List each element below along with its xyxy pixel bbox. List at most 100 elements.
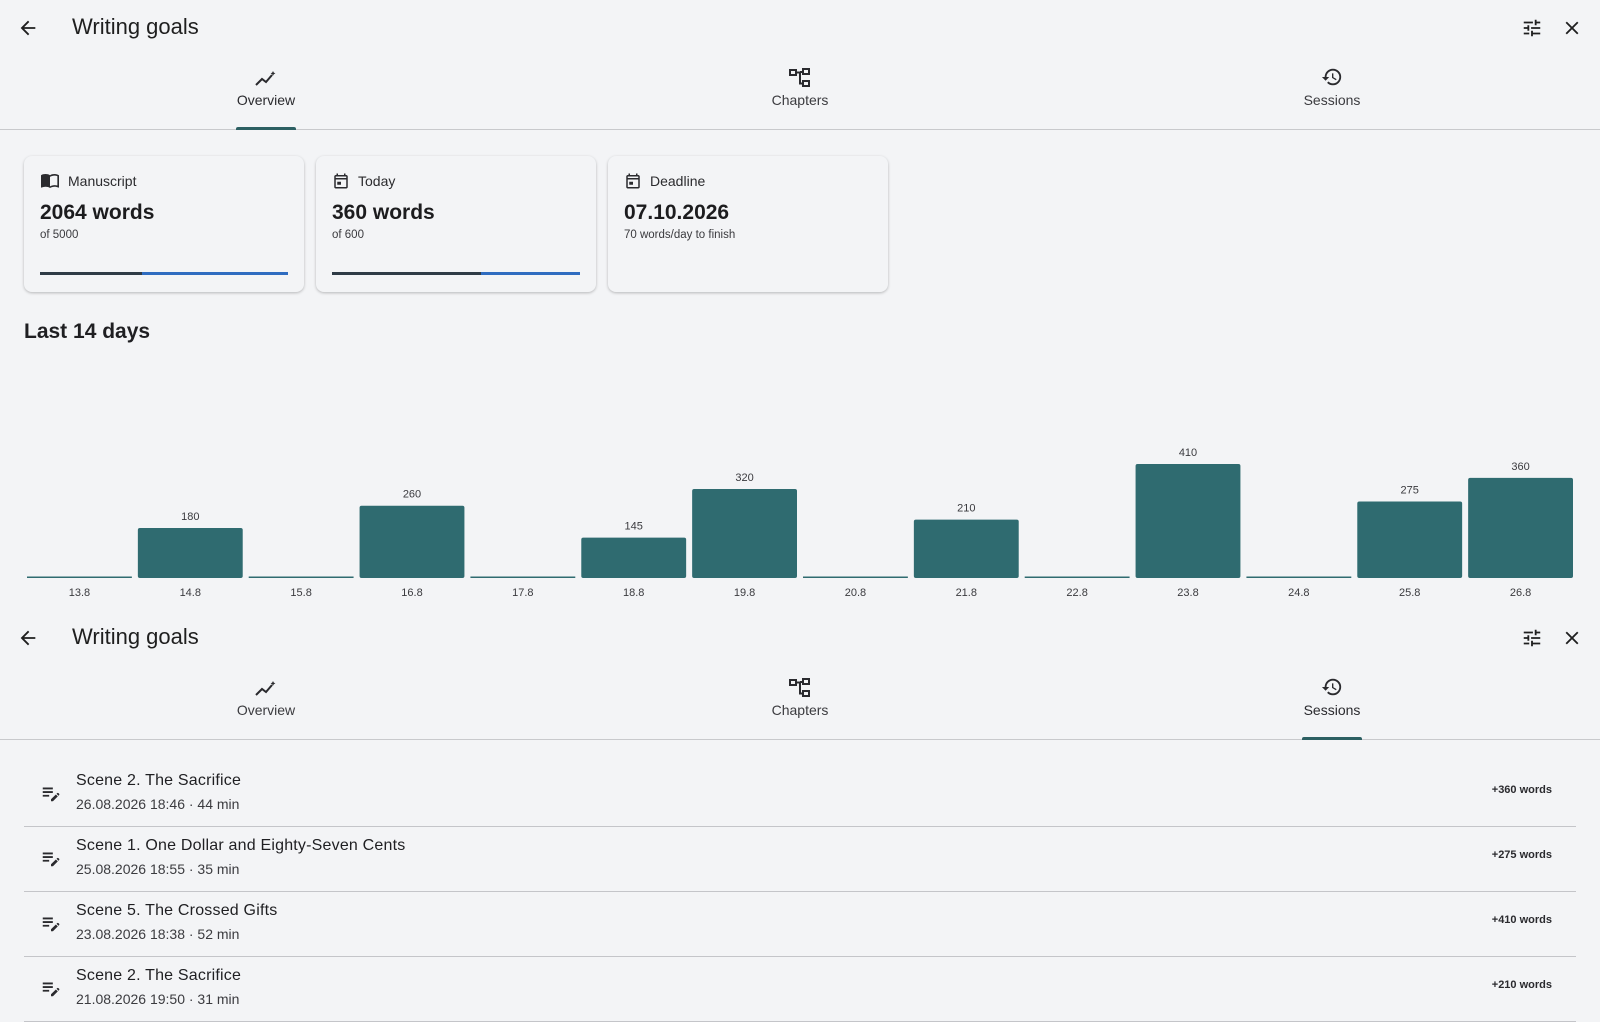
x-tick-label: 17.8 [512,587,533,599]
chart-bar [470,576,576,578]
session-meta: 21.08.2026 19:50 · 31 min [76,991,240,1007]
chart-bar [913,519,1019,578]
back-button[interactable] [8,8,48,48]
tune-icon [1523,19,1541,37]
tune-button[interactable] [1512,8,1552,48]
x-tick-label: 14.8 [180,587,201,599]
tab-bar: Overview Chapters Sessions [0,62,1600,130]
daily-words-chart: 13.8 180 14.8 15.8 260 16.8 17.8 145 18.8 320 19.8… [24,360,1576,610]
deadline-card: Deadline 07.10.2026 70 words/day to fini… [608,156,888,292]
sessions-panel: Writing goals Overview Chapters Sessions [0,610,1600,1000]
session-row[interactable]: Scene 5. The Crossed Gifts 23.08.2026 18… [24,892,1576,957]
chart-bar [248,576,354,578]
history-icon [1321,678,1342,696]
close-icon [1565,21,1579,35]
session-meta: 26.08.2026 18:46 · 44 min [76,796,240,812]
tab-overview[interactable]: Overview [236,62,296,130]
edit-note-icon [42,917,60,932]
tab-indicator [236,127,296,130]
bar-value-label: 145 [625,521,643,533]
chart-bar [1357,501,1463,578]
x-tick-label: 19.8 [734,587,755,599]
tab-sessions[interactable]: Sessions [1302,62,1362,130]
insights-icon [255,681,276,696]
x-tick-label: 13.8 [69,587,90,599]
deadline-date: 07.10.2026 [624,201,730,224]
session-row[interactable]: Scene 2. The Sacrifice 26.08.2026 18:46 … [24,762,1576,827]
today-progress-bar [332,272,580,275]
chart-bar [803,576,908,578]
today-goal: of 600 [332,229,364,241]
account-tree-icon [789,68,810,87]
card-label: Deadline [650,173,706,189]
chart-bar [692,489,797,578]
tab-chapters[interactable]: Chapters [766,672,834,740]
card-label: Manuscript [68,173,137,189]
bar-value-label: 320 [735,472,753,484]
edit-note-icon [42,982,60,997]
card-label: Today [358,173,396,189]
bar-value-label: 180 [181,511,199,523]
arrow-left-icon [20,630,36,646]
tab-overview[interactable]: Overview [236,672,296,740]
book-open-icon [41,174,59,188]
x-tick-label: 22.8 [1066,587,1087,599]
session-title: Scene 1. One Dollar and Eighty-Seven Cen… [76,837,406,854]
edit-note-icon [42,787,60,802]
back-button[interactable] [8,618,48,658]
bar-value-label: 275 [1401,485,1419,497]
session-words: +410 words [1491,914,1552,926]
session-row[interactable]: Scene 1. One Dollar and Eighty-Seven Cen… [24,827,1576,892]
bar-value-label: 410 [1179,447,1197,459]
insights-icon [255,71,276,86]
close-button[interactable] [1552,618,1592,658]
page-title: Writing goals [72,624,199,649]
tab-label: Overview [236,702,296,718]
session-row[interactable]: Scene 2. The Sacrifice 21.08.2026 19:50 … [24,957,1576,1022]
sessions-list: Scene 2. The Sacrifice 26.08.2026 18:46 … [24,762,1576,1022]
chart-bar [581,537,687,578]
manuscript-progress-bar [40,272,288,275]
chart-bar [1135,464,1241,578]
x-tick-label: 24.8 [1288,587,1309,599]
page-title: Writing goals [72,14,199,39]
x-tick-label: 16.8 [401,587,422,599]
progress-fill [40,272,143,275]
tab-label: Sessions [1303,92,1361,108]
tune-icon [1523,629,1541,647]
session-words: +360 words [1491,784,1552,796]
chart-bar [1024,576,1130,578]
calendar-icon [626,173,640,189]
tab-sessions[interactable]: Sessions [1302,672,1362,740]
calendar-icon [334,173,348,189]
tab-label: Overview [236,92,296,108]
bar-value-label: 360 [1511,461,1529,473]
tab-chapters[interactable]: Chapters [766,62,834,130]
bar-value-label: 260 [403,489,421,501]
bar-value-label: 210 [957,503,975,515]
session-words: +275 words [1491,849,1552,861]
chart-bar [1468,477,1573,578]
arrow-left-icon [20,20,36,36]
x-tick-label: 21.8 [956,587,977,599]
chart-bar [1246,576,1352,578]
session-meta: 23.08.2026 18:38 · 52 min [76,926,240,942]
tab-label: Chapters [771,702,829,718]
session-meta: 25.08.2026 18:55 · 35 min [76,861,240,877]
tune-button[interactable] [1512,618,1552,658]
manuscript-word-count: 2064 words [40,201,155,224]
x-tick-label: 20.8 [845,587,866,599]
session-title: Scene 2. The Sacrifice [76,772,242,789]
chart-bar [27,576,132,578]
x-tick-label: 23.8 [1177,587,1198,599]
tab-label: Sessions [1303,702,1361,718]
chart-bar [137,527,243,578]
tab-indicator [1302,737,1362,740]
close-button[interactable] [1552,8,1592,48]
close-icon [1565,631,1579,645]
session-words: +210 words [1491,979,1552,991]
today-word-count: 360 words [332,201,435,224]
chart-bar [359,505,465,578]
manuscript-goal: of 5000 [40,229,79,241]
x-tick-label: 18.8 [623,587,644,599]
